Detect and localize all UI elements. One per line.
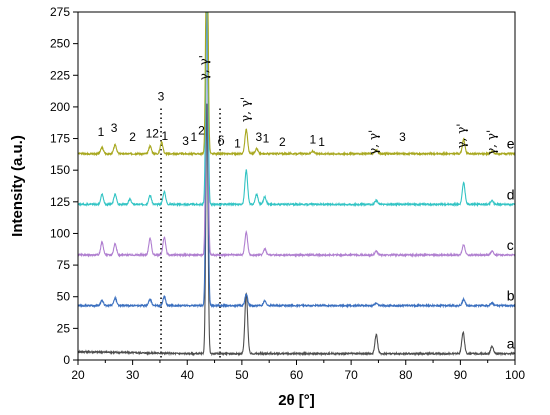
x-tick-label: 20 (71, 368, 85, 382)
series-label-a: a (507, 336, 515, 352)
y-tick-label: 25 (57, 321, 71, 335)
series-layer (77, 11, 516, 357)
peak-annotation: γ, γ' (484, 130, 498, 155)
peak-annotation: 1 (190, 130, 197, 144)
y-axis-ticks: 0 25 50 75 100 125 150 175 200 225 250 275 (50, 5, 78, 367)
y-tick-label: 150 (50, 163, 70, 177)
peak-annotation: 2 (129, 130, 136, 144)
peak-annotation: 12 (146, 126, 160, 140)
y-tick-label: 75 (57, 258, 71, 272)
y-tick-label: 250 (50, 37, 70, 51)
peak-annotation: γ, γ' (197, 55, 211, 80)
y-axis-title: Intensity (a.u.) (9, 135, 26, 237)
y-tick-label: 275 (50, 5, 70, 19)
series-line-d (77, 11, 516, 208)
series-label-d: d (507, 186, 515, 202)
x-tick-label: 40 (181, 368, 195, 382)
y-tick-label: 125 (50, 195, 70, 209)
peak-annotation: γ, γ' (454, 123, 468, 148)
y-tick-label: 175 (50, 132, 70, 146)
series-line-e (77, 11, 516, 157)
x-tick-label: 80 (399, 368, 413, 382)
series-line-b (77, 11, 516, 309)
y-tick-label: 200 (50, 100, 70, 114)
peak-annotation: δ (218, 134, 225, 148)
x-tick-label: 30 (126, 368, 140, 382)
peak-annotation: γ, γ' (239, 97, 253, 122)
x-tick-label: 60 (290, 368, 304, 382)
x-axis-ticks: 20 30 40 50 60 70 80 90 100 (71, 360, 525, 382)
x-tick-label: 70 (344, 368, 358, 382)
peak-annotation: 1 (263, 131, 270, 145)
series-labels: a b c d e (507, 136, 515, 352)
y-tick-label: 0 (63, 353, 70, 367)
peak-annotation: 1 (318, 135, 325, 149)
x-axis-title: 2θ [°] (278, 392, 315, 409)
peak-annotation: 3 (182, 134, 189, 148)
series-label-e: e (507, 136, 515, 152)
x-tick-label: 90 (454, 368, 468, 382)
peak-annotation: 1 (310, 133, 317, 147)
plot-frame (77, 11, 516, 361)
series-line-a (77, 103, 516, 357)
series-line-c (77, 11, 516, 258)
peak-annotation: 3 (111, 121, 118, 135)
y-tick-label: 50 (57, 290, 71, 304)
peak-annotations: 1 32 12 133 1 2γ, γ'1δγ, γ'3 1 2 1 1 γ, γ' 3 γ, γ' γ,… (98, 55, 499, 155)
x-tick-label: 50 (235, 368, 249, 382)
y-tick-label: 225 (50, 68, 70, 82)
series-label-c: c (507, 237, 514, 253)
peak-annotation: 2 (279, 135, 286, 149)
peak-annotation: 3 (399, 130, 406, 144)
peak-annotation: 2 (198, 124, 205, 138)
peak-annotation: 1 (162, 129, 169, 143)
peak-annotation: 3 (158, 90, 165, 104)
peak-annotation: γ, γ' (366, 130, 380, 155)
reference-lines (160, 106, 221, 358)
series-label-b: b (507, 288, 515, 304)
x-tick-label: 100 (505, 368, 525, 382)
y-tick-label: 100 (50, 226, 70, 240)
peak-annotation: 3 (255, 130, 262, 144)
peak-annotation: 1 (98, 125, 105, 139)
peak-annotation: 1 (234, 136, 241, 150)
